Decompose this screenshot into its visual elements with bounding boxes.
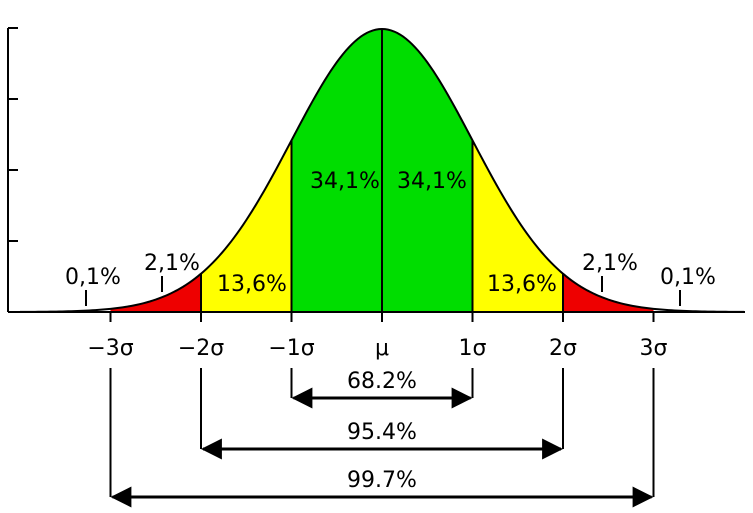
region-4 bbox=[110, 273, 201, 312]
region-5 bbox=[563, 273, 654, 312]
region-percentage-label: 34,1% bbox=[397, 169, 467, 194]
x-tick-label: 3σ bbox=[640, 336, 668, 361]
x-tick-label: 2σ bbox=[549, 336, 577, 361]
percentage-labels: 13,6% 34,1% 34,1% 13,6% 2,1% 2,1% 0,1% 0,1% bbox=[65, 169, 716, 306]
span-percentage-label: 99.7% bbox=[347, 468, 417, 493]
x-tick-label: −2σ bbox=[178, 336, 224, 361]
region-percentage-label: 13,6% bbox=[487, 272, 557, 297]
x-axis-ticks: −3σ −2σ −1σ μ 1σ 2σ 3σ bbox=[87, 312, 668, 361]
sigma-divider-lines bbox=[200, 29, 564, 312]
region-percentage-label: 13,6% bbox=[217, 272, 287, 297]
region-percentage-label: 34,1% bbox=[310, 169, 380, 194]
region-percentage-label: 2,1% bbox=[144, 251, 200, 276]
interval-spans: 68.2% 95.4% 99.7% bbox=[109, 368, 655, 508]
span-percentage-label: 95.4% bbox=[347, 420, 417, 445]
y-axis-ticks bbox=[8, 27, 18, 242]
x-tick-label: μ bbox=[375, 336, 389, 361]
region-percentage-label: 0,1% bbox=[65, 265, 121, 290]
x-tick-label: 1σ bbox=[459, 336, 487, 361]
x-tick-label: −3σ bbox=[87, 336, 133, 361]
region-percentage-label: 2,1% bbox=[582, 251, 638, 276]
span-percentage-label: 68.2% bbox=[347, 369, 417, 394]
region-percentage-label: 0,1% bbox=[660, 265, 716, 290]
x-tick-label: −1σ bbox=[268, 336, 314, 361]
